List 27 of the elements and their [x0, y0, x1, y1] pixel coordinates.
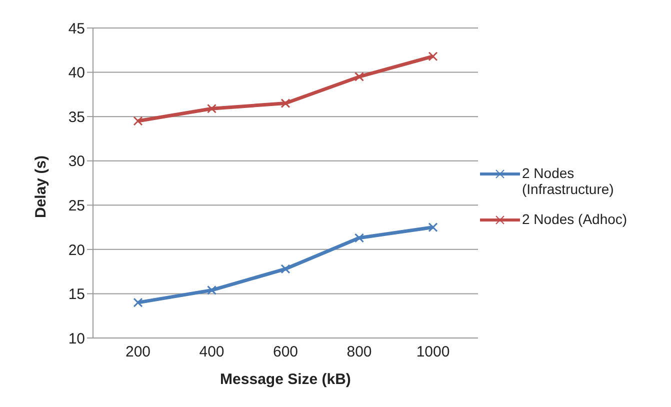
- x-tick-label: 200: [125, 344, 151, 361]
- x-tick-label: 800: [346, 344, 372, 361]
- point: [428, 222, 438, 232]
- point: [428, 52, 438, 62]
- x-tick-label: 400: [199, 344, 224, 361]
- y-tick-label: 20: [68, 242, 85, 259]
- y-axis-title: Delay (s): [32, 155, 50, 218]
- legend-label: 2 Nodes (Adhoc): [522, 210, 628, 226]
- point: [354, 72, 364, 82]
- x-tick-label: 1000: [416, 344, 450, 361]
- x-tick-label: 600: [272, 344, 298, 361]
- y-tick-label: 15: [68, 286, 85, 304]
- point: [207, 285, 216, 295]
- legend-label: 2 Nodes (Infrastructure): [522, 164, 615, 196]
- point: [280, 98, 290, 108]
- point: [133, 116, 143, 126]
- point: [133, 298, 143, 308]
- y-tick-label: 10: [68, 330, 85, 348]
- y-tick-label: 25: [68, 197, 85, 214]
- x-axis-title: Message Size (kB): [220, 371, 351, 388]
- point: [354, 233, 364, 243]
- point: [280, 264, 290, 274]
- y-tick-label: 30: [68, 153, 85, 170]
- y-tick-label: 40: [68, 64, 85, 82]
- y-tick-label: 35: [68, 108, 85, 126]
- point: [207, 104, 216, 114]
- y-tick-label: 45: [68, 20, 85, 38]
